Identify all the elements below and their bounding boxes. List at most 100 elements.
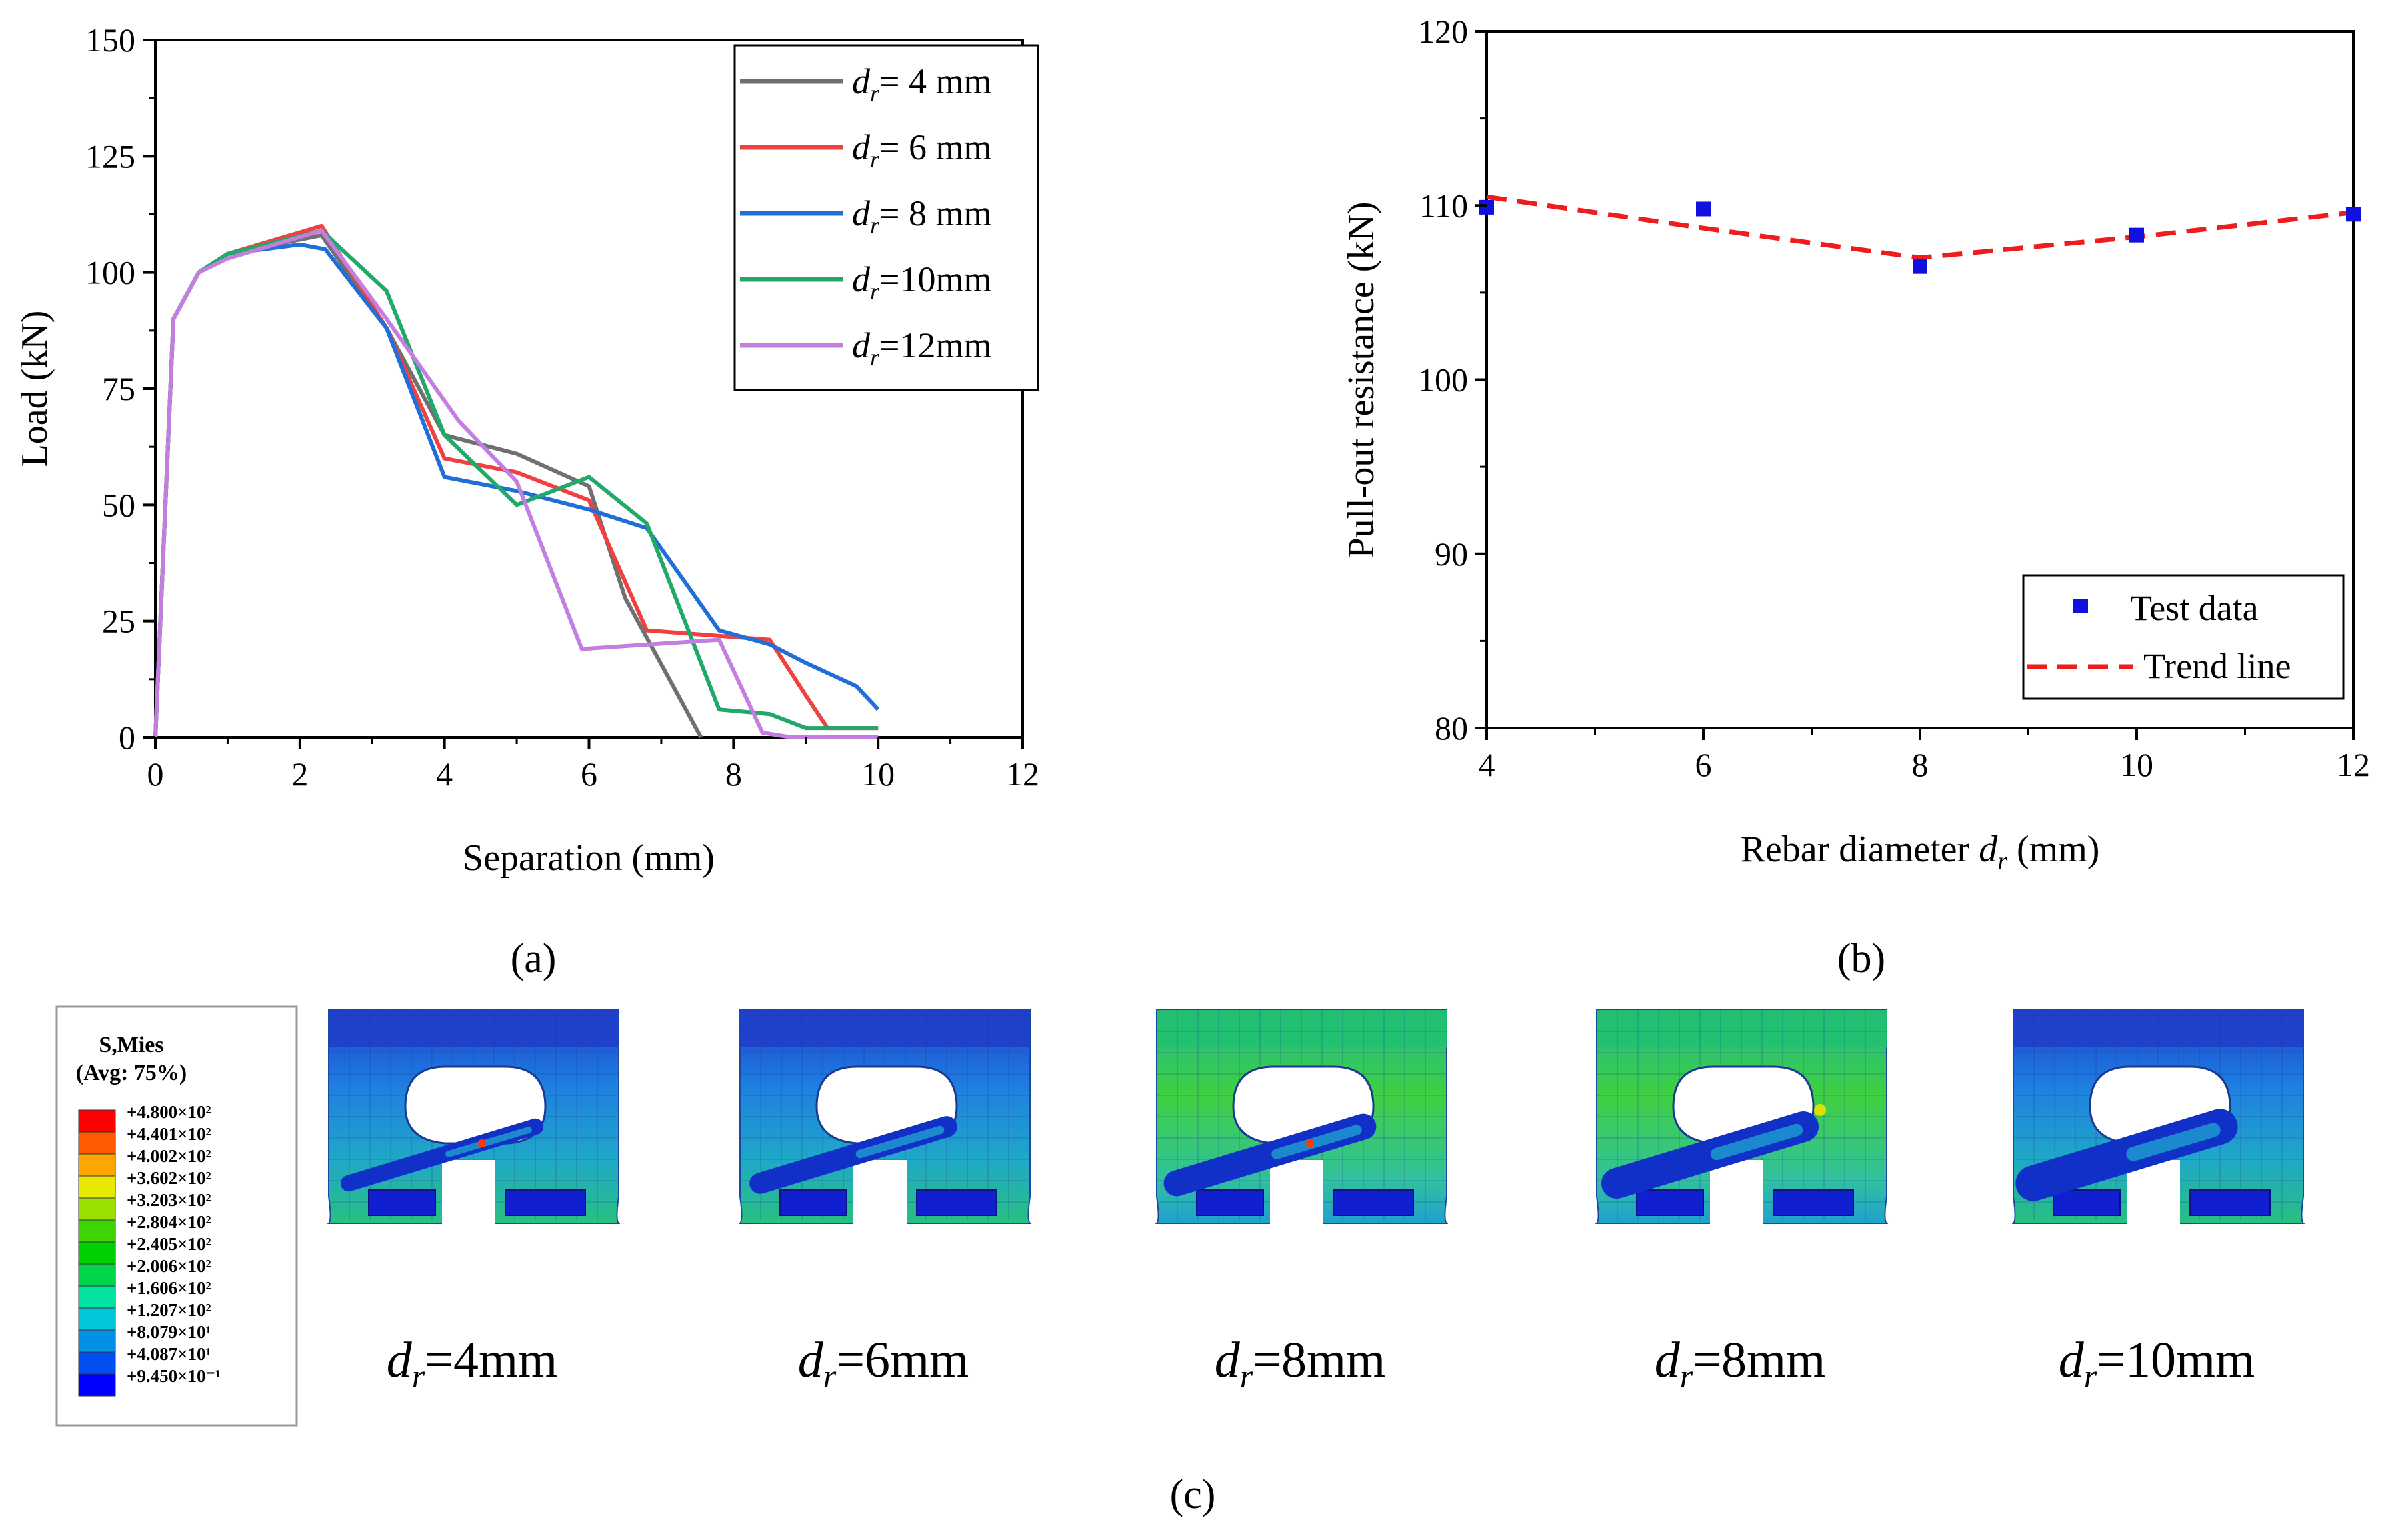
colorbar-swatch-3 <box>78 1175 116 1199</box>
fe-stress-hotspot <box>478 1139 486 1147</box>
fe-snapshot-label: dr=4mm <box>387 1332 558 1395</box>
fe-support-left <box>368 1189 436 1216</box>
chart-a-x-axis-label: Separation (mm) <box>463 837 715 879</box>
colorbar-level-12: +9.450×10⁻¹ <box>127 1366 221 1386</box>
fe-support-left <box>779 1189 847 1216</box>
colorbar-level-1: +4.401×10² <box>127 1124 211 1144</box>
panel-label-b: (b) <box>1837 936 1885 981</box>
colorbar-swatch-8 <box>78 1285 116 1309</box>
chart-b-trend-line <box>1486 194 2354 261</box>
fe-opening <box>404 1065 547 1145</box>
chart-b-legend-marker <box>2073 599 2088 613</box>
chart-b-test-point <box>1479 199 1494 215</box>
chart-b-y-tick-label: 100 <box>1418 361 1468 399</box>
load-separation-chart: 0 2 4 6 8 10 12 0 25 50 75 100 125 150 Separation (m… <box>14 21 1039 879</box>
fe-snapshot-4: dr=10mm <box>2011 1009 2305 1395</box>
chart-b-y-ticks: 80 90 100 110 120 <box>1418 13 1487 747</box>
chart-a-y-ticks: 0 25 50 75 100 125 150 <box>85 21 155 756</box>
fe-snapshot-label: dr=8mm <box>1215 1332 1386 1395</box>
colorbar-swatch-11 <box>78 1351 116 1375</box>
colorbar-level-9: +1.207×10² <box>127 1300 211 1320</box>
fe-bottom-slot <box>1710 1160 1763 1227</box>
chart-b-x-tick-label: 12 <box>2337 746 2370 783</box>
fe-stress-hotspot <box>1306 1139 1314 1147</box>
colorbar-swatch-6 <box>78 1241 116 1265</box>
chart-b-x-tick-label: 8 <box>1912 746 1929 783</box>
fe-support-left <box>1196 1189 1264 1216</box>
chart-b-x-label-prefix: Rebar diameter <box>1741 829 1979 870</box>
chart-b-y-tick-label: 90 <box>1435 535 1468 573</box>
chart-a-legend-entry-0: dr= 4 mm <box>852 61 991 107</box>
chart-a-series-line-0 <box>153 233 703 739</box>
colorbar-swatch-10 <box>78 1329 116 1353</box>
chart-b-x-ticks: 4 6 8 10 12 <box>1479 728 2370 783</box>
fe-support-right <box>505 1189 586 1216</box>
fe-snapshot-3: dr=8mm <box>1595 1009 1889 1395</box>
chart-a-x-tick-label: 12 <box>1006 755 1039 793</box>
fe-bottom-slot <box>442 1160 495 1227</box>
colorbar-level-2: +4.002×10² <box>127 1146 211 1166</box>
chart-b-legend-box <box>2022 574 2345 700</box>
chart-a-x-tick-label: 6 <box>581 755 597 793</box>
chart-b-y-tick-label: 120 <box>1418 13 1468 50</box>
chart-b-legend-trend-label: Trend line <box>2143 646 2291 686</box>
chart-a-y-tick-label: 100 <box>85 254 135 291</box>
colorbar-level-7: +2.006×10² <box>127 1256 211 1276</box>
fe-plate-top-band <box>740 1010 1030 1047</box>
chart-a-legend-entry-1: dr= 6 mm <box>852 127 991 173</box>
chart-b-test-point <box>1913 259 1927 274</box>
fe-snapshot-1: dr=6mm <box>738 1009 1032 1395</box>
colorbar-level-8: +1.606×10² <box>127 1278 211 1298</box>
chart-a-y-tick-label: 125 <box>85 137 135 175</box>
chart-b-x-label-var: d <box>1979 829 1998 870</box>
colorbar-level-0: +4.800×10² <box>127 1102 211 1122</box>
colorbar-level-5: +2.804×10² <box>127 1212 211 1232</box>
fe-rebar-highlight <box>855 1125 945 1159</box>
chart-b-x-axis-label: Rebar diameter dr (mm) <box>1741 829 2100 875</box>
fe-snapshot-2: dr=8mm <box>1155 1009 1449 1395</box>
panel-label-c: (c) <box>1170 1472 1216 1517</box>
fe-stress-hotspot <box>1814 1104 1826 1116</box>
fe-rebar-highlight <box>2126 1123 2221 1161</box>
chart-b-x-tick-label: 10 <box>2120 746 2153 783</box>
fe-support-left <box>2053 1189 2121 1216</box>
chart-b-x-tick-label: 6 <box>1695 746 1712 783</box>
fe-snapshot-label: dr=8mm <box>1655 1332 1826 1395</box>
colorbar-subtitle: (Avg: 75%) <box>76 1061 187 1085</box>
chart-a-x-ticks: 0 2 4 6 8 10 12 <box>147 737 1039 793</box>
colorbar-level-11: +4.087×10¹ <box>127 1344 211 1364</box>
chart-a-x-tick-label: 0 <box>147 755 164 793</box>
fe-rebar-highlight <box>1271 1125 1362 1159</box>
chart-a-series-line-4 <box>153 228 879 739</box>
chart-b-y-axis-label: Pull-out resistance (kN) <box>1341 202 1382 559</box>
pullout-resistance-chart: 4 6 8 10 12 80 90 100 110 120 Rebar diameter dr … <box>1341 13 2370 875</box>
chart-b-test-point <box>2129 227 2144 243</box>
chart-a-y-tick-label: 150 <box>85 21 135 59</box>
fe-snapshot-label: dr=6mm <box>798 1332 969 1395</box>
colorbar-level-labels: +4.800×10²+4.401×10²+4.002×10²+3.602×10²… <box>127 1102 221 1386</box>
colorbar-level-10: +8.079×10¹ <box>127 1322 211 1342</box>
chart-a-legend: dr= 4 mm dr= 6 mm dr= 8 mm dr=10mm dr=12mm <box>733 44 1039 391</box>
fe-plate-top-band <box>1597 1010 1887 1047</box>
chart-b-legend-test-label: Test data <box>2130 588 2259 628</box>
chart-a-y-axis-label: Load (kN) <box>14 311 55 467</box>
fe-support-right <box>1333 1189 1414 1216</box>
fe-rebar-highlight <box>445 1127 532 1157</box>
fe-plate-top-band <box>1157 1010 1447 1047</box>
chart-b-legend: Test data Trend line <box>2022 574 2345 700</box>
fe-plate-top-band <box>2013 1010 2303 1047</box>
chart-b-y-tick-label: 110 <box>1419 187 1468 224</box>
fe-snapshot-label: dr=10mm <box>2059 1332 2255 1395</box>
chart-a-series-group <box>153 223 880 739</box>
colorbar-level-3: +3.602×10² <box>127 1168 211 1188</box>
chart-a-legend-entry-3: dr=10mm <box>852 259 991 305</box>
chart-b-x-label-sub: r <box>1997 847 2007 875</box>
chart-a-legend-box <box>733 44 1039 391</box>
colorbar-swatches <box>78 1109 116 1397</box>
colorbar-swatch-4 <box>78 1197 116 1221</box>
stress-colorbar: S,Mies (Avg: 75%) +4.800×10²+4.401×10²+4… <box>55 1005 298 1427</box>
chart-b-test-point <box>2346 207 2361 222</box>
chart-b-series-group <box>1479 194 2361 274</box>
colorbar-swatch-7 <box>78 1263 116 1287</box>
